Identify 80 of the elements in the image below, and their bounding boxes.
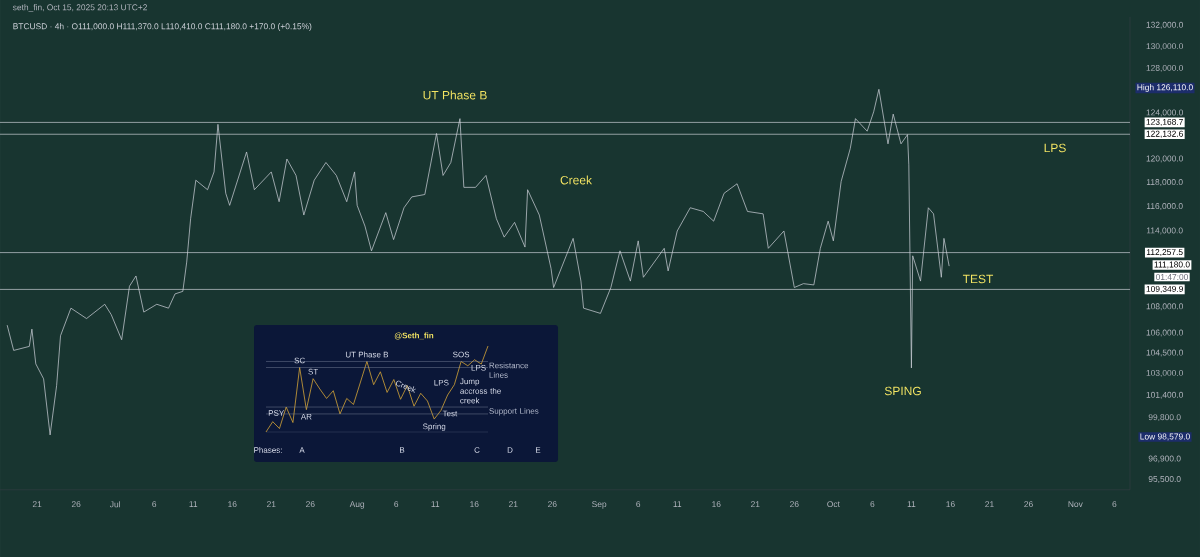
ref-line-label: Support Lines (489, 407, 539, 416)
y-tick-label: 124,000.0 (1146, 109, 1184, 117)
annotation: Jump accross the creek (460, 378, 501, 404)
annotation: C (474, 447, 480, 453)
chart-subtitle: seth_fin, Oct 15, 2025 20:13 UTC+2 (12, 4, 147, 12)
annotation: D (507, 447, 513, 453)
annotation: UT Phase B (423, 90, 487, 100)
y-tick-label: 130,000.0 (1146, 43, 1184, 51)
y-tick-label: 101,400.0 (1146, 391, 1184, 399)
x-tick-label: 11 (907, 501, 916, 507)
y-tick-label: 95,500.0 (1148, 476, 1181, 483)
y-tick-label: 116,000.0 (1146, 203, 1183, 211)
annotation: LPS (434, 379, 449, 386)
x-tick-label: Aug (349, 501, 365, 509)
text: 01:47:00 (1155, 274, 1189, 280)
annotation: SOS (453, 351, 470, 358)
x-tick-label: Sep (592, 501, 607, 509)
annotation: Creek (560, 175, 593, 185)
ref-line-label: 122,132.6 (1146, 130, 1183, 138)
text: BTCUSD · 4h · O111,000.0 H111,370.0 L110,410.0 C111,180.0 +170.0 (+0.15%) (13, 23, 312, 31)
annotation: PSY (268, 410, 285, 416)
x-tick-label: 21 (32, 501, 42, 508)
y-tick-label: 104,500.0 (1146, 349, 1184, 357)
annotation: UT Phase B (345, 351, 389, 358)
x-tick-label: 16 (228, 501, 237, 508)
x-tick-label: 21 (267, 501, 276, 508)
y-tick-label: 128,000.0 (1146, 64, 1184, 72)
x-tick-label: 6 (870, 501, 875, 508)
x-tick-label: 26 (548, 501, 557, 508)
annotation: TEST (962, 274, 994, 284)
x-tick-label: 21 (751, 501, 760, 508)
chart-title: @Seth_fin (394, 332, 434, 340)
x-tick-label: 26 (790, 501, 799, 508)
annotation: Spring (422, 423, 446, 431)
x-tick-label: Oct (827, 501, 840, 508)
ref-line-label: 123,168.7 (1146, 118, 1183, 126)
y-tick-label: 118,000.0 (1146, 179, 1183, 187)
x-tick-label: Nov (1068, 501, 1083, 508)
annotation: E (535, 447, 541, 453)
x-tick-label: 6 (394, 501, 399, 508)
annotation: LPS (1044, 143, 1066, 153)
annotation: A (299, 447, 305, 453)
y-tick-label: 132,000.0 (1146, 21, 1184, 29)
x-tick-label: 26 (1024, 501, 1033, 508)
y-tick-label: 103,000.0 (1146, 369, 1184, 377)
annotation: ST (308, 368, 319, 375)
x-tick-label: Jul (109, 501, 120, 508)
ref-line-label: Resistance Lines (489, 362, 529, 378)
y-tick-label: 108,000.0 (1146, 303, 1184, 311)
x-tick-label: 16 (946, 501, 955, 508)
x-tick-label: 11 (431, 501, 440, 507)
annotation: SC (294, 357, 305, 364)
x-tick-label: 6 (152, 501, 157, 508)
annotation: Test (442, 410, 458, 417)
y-tick-label: 96,900.0 (1148, 455, 1181, 463)
annotation: Phases: (254, 447, 282, 453)
annotation: LPS (471, 364, 486, 371)
annotation: AR (300, 413, 312, 420)
y-tick-label: 106,000.0 (1146, 329, 1184, 337)
x-tick-label: 16 (470, 501, 479, 508)
x-tick-label: 16 (712, 501, 721, 508)
y-tick-label: 114,000.0 (1146, 227, 1183, 235)
text: Low 98,579.0 (1140, 433, 1190, 441)
x-tick-label: 6 (1112, 501, 1117, 508)
annotation: B (399, 447, 405, 453)
annotation: SPING (884, 386, 921, 396)
x-tick-label: 6 (636, 501, 641, 508)
ref-line-label: 112,257.5 (1146, 249, 1183, 257)
text: High 126,110.0 (1137, 84, 1193, 92)
x-tick-label: 21 (509, 501, 518, 508)
x-tick-label: 11 (673, 501, 682, 507)
x-tick-label: 21 (985, 501, 994, 508)
x-tick-label: 11 (189, 501, 198, 507)
annotation: Creek (395, 380, 417, 393)
y-tick-label: 120,000.0 (1146, 155, 1184, 163)
text: 111,180.0 (1154, 261, 1190, 269)
x-tick-label: 26 (306, 501, 315, 508)
y-tick-label: 99,800.0 (1148, 414, 1181, 422)
x-tick-label: 26 (71, 501, 81, 508)
ref-line-label: 109,349.9 (1146, 285, 1183, 293)
